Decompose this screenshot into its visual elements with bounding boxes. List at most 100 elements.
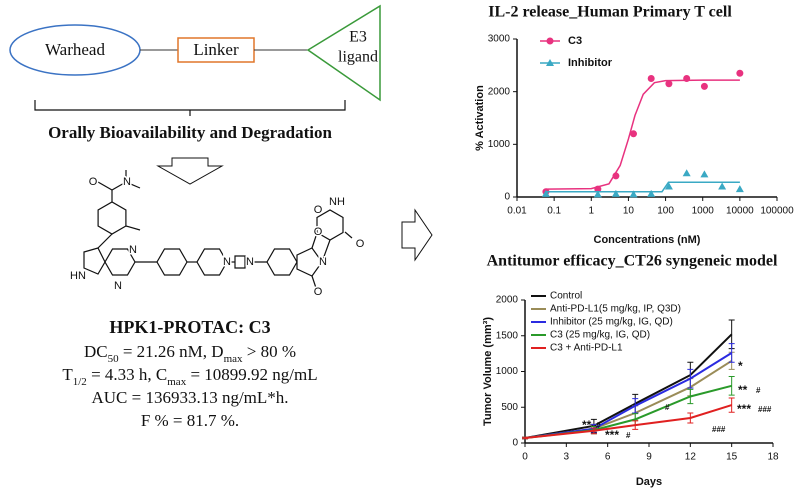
- x-tick-label: 1000: [692, 206, 715, 217]
- data-point: [736, 69, 744, 77]
- data-point: [683, 75, 691, 82]
- property-line: AUC = 136933.13 ng/mL*h.: [91, 388, 288, 407]
- bond: [125, 181, 141, 189]
- property-line: F % = 81.7 %.: [141, 411, 239, 430]
- bond-ring: [97, 201, 127, 235]
- chart-tumor: Antitumor efficacy_CT26 syngeneic model 0…: [482, 253, 779, 488]
- y-axis-label: % Activation: [474, 85, 486, 151]
- series-line: [524, 404, 732, 439]
- x-axis-label: Days: [636, 476, 662, 488]
- x-tick-label: 0.1: [547, 206, 561, 217]
- x-tick-label: 0: [522, 452, 528, 463]
- data-point: [664, 182, 673, 190]
- data-point: [647, 189, 656, 197]
- significance: #: [596, 421, 601, 430]
- y-tick-label: 1000: [496, 366, 519, 377]
- significance: #: [756, 386, 761, 395]
- right-arrow: [401, 208, 433, 262]
- significance: *: [738, 359, 743, 373]
- property-text: = 21.26 nM, D: [119, 342, 224, 361]
- atom-label: O: [314, 204, 323, 216]
- atom-label: O: [314, 286, 323, 298]
- data-point: [629, 190, 638, 198]
- data-point: [594, 185, 602, 193]
- compound-info: HPK1-PROTAC: C3 DC50 = 21.26 nM, Dmax > …: [62, 317, 317, 430]
- atom-label: N: [129, 244, 137, 256]
- bond: [125, 225, 141, 231]
- caption: Orally Bioavailability and Degradation: [48, 123, 332, 142]
- x-tick-label: 1: [589, 206, 595, 217]
- legend-marker: [546, 59, 554, 66]
- bond-ring: [234, 255, 246, 269]
- atom-label: HN: [70, 270, 86, 282]
- atom-label: N: [114, 280, 122, 292]
- bond: [111, 181, 127, 191]
- significance: #: [626, 431, 631, 440]
- bond: [97, 233, 113, 249]
- property-text: AUC = 136933.13 ng/mL*h.: [91, 388, 288, 407]
- y-tick-label: 1500: [496, 330, 519, 341]
- atom-label: O: [314, 226, 323, 238]
- data-point: [593, 190, 602, 198]
- warhead-label: Warhead: [45, 40, 105, 59]
- x-tick-label: 10000: [726, 206, 754, 217]
- bond: [321, 239, 331, 263]
- bond-ring: [296, 247, 323, 277]
- protac-diagram: Warhead Linker E3 ligand Orally Bioavail…: [9, 4, 433, 262]
- x-tick-label: 100: [657, 206, 674, 217]
- data-point: [700, 82, 708, 90]
- significance: **: [582, 418, 592, 432]
- e3-label: ligand: [338, 49, 378, 66]
- legend-label: Inhibitor: [568, 57, 613, 69]
- data-point: [735, 185, 744, 193]
- legend-label: Anti-PD-L1(5 mg/kg, IP, Q3D): [550, 304, 681, 315]
- data-point: [612, 172, 620, 180]
- property-line: T1/2 = 4.33 h, Cmax = 10899.92 ng/mL: [62, 365, 317, 388]
- fit-line: [545, 79, 740, 190]
- legend-marker: [546, 37, 554, 45]
- atom-label: N: [123, 176, 131, 188]
- bond: [311, 275, 317, 289]
- legend-label: Control: [550, 291, 582, 302]
- y-tick-label: 0: [504, 192, 510, 203]
- property-text: = 4.33 h, C: [87, 365, 167, 384]
- subscript: max: [167, 376, 186, 388]
- subscript: 1/2: [73, 376, 87, 388]
- compound-name: HPK1-PROTAC: C3: [109, 317, 270, 337]
- e3-shape: [306, 4, 381, 102]
- property-text: F % = 81.7 %.: [141, 411, 239, 430]
- x-tick-label: 3: [564, 452, 570, 463]
- x-tick-label: 6: [605, 452, 611, 463]
- y-axis-label: Tumor Volume (mm³): [482, 317, 494, 426]
- property-text: T: [62, 365, 73, 384]
- x-tick-label: 0.01: [507, 206, 527, 217]
- chart-title: IL-2 release_Human Primary T cell: [488, 4, 732, 21]
- data-point: [647, 75, 655, 82]
- data-point: [630, 130, 638, 138]
- x-tick-label: 18: [767, 452, 779, 463]
- bond-ring: [156, 248, 188, 276]
- bond: [344, 231, 353, 239]
- x-tick-label: 10: [623, 206, 635, 217]
- significance: ***: [605, 428, 619, 442]
- data-point: [541, 189, 550, 197]
- chart-title: Antitumor efficacy_CT26 syngeneic model: [487, 253, 778, 270]
- atom-label: N: [319, 256, 327, 268]
- y-tick-label: 1000: [488, 139, 511, 150]
- data-point: [700, 170, 709, 178]
- y-tick-label: 500: [501, 402, 518, 413]
- subscript: max: [224, 353, 243, 365]
- property-text: = 10899.92 ng/mL: [186, 365, 317, 384]
- legend-label: C3: [568, 35, 582, 47]
- subscript: 50: [108, 353, 120, 365]
- y-tick-label: 3000: [488, 34, 511, 45]
- bond: [97, 181, 113, 191]
- bond: [311, 235, 317, 249]
- property-line: DC50 = 21.26 nM, Dmax > 80 %: [84, 342, 296, 365]
- bond-ring: [83, 247, 106, 275]
- atom-label: O: [89, 176, 98, 188]
- atom-label: N: [223, 256, 231, 268]
- y-tick-label: 0: [512, 438, 518, 449]
